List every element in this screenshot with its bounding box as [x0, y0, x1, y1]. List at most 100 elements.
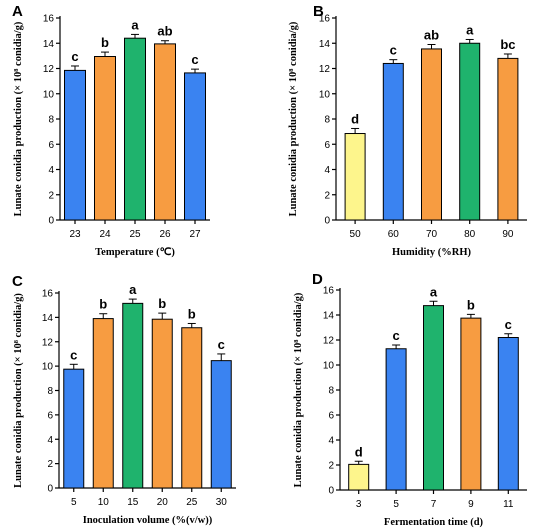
- panel-c: C 0 2 4 6 8 10 12 14 16 c 5 b 10 a 15 b 20 b 25 c 30Inoculati…: [12, 273, 236, 526]
- bar: [497, 57, 519, 221]
- y-tick-label: 12: [42, 337, 54, 348]
- significance-label: a: [131, 17, 139, 32]
- panel-letter: D: [312, 271, 323, 288]
- y-tick-label: 10: [42, 362, 54, 373]
- panel-letter: B: [313, 3, 324, 20]
- x-axis-title: Temperature (℃): [95, 246, 175, 258]
- bar: [497, 337, 519, 491]
- y-tick-label: 10: [43, 89, 55, 100]
- y-tick-label: 14: [323, 311, 335, 322]
- y-tick-label: 14: [319, 39, 331, 50]
- y-tick-label: 16: [323, 286, 335, 297]
- x-tick-label: 20: [157, 497, 169, 508]
- y-axis-title: Lunate conidia production (× 10⁸ conidia…: [13, 21, 24, 216]
- significance-label: c: [392, 328, 399, 343]
- y-tick-label: 16: [43, 14, 55, 25]
- y-tick-label: 6: [48, 140, 54, 151]
- y-tick-label: 10: [319, 89, 331, 100]
- bar: [92, 318, 114, 489]
- bar: [421, 48, 442, 221]
- x-tick-label: 5: [393, 499, 399, 510]
- y-tick-label: 4: [324, 165, 330, 176]
- bar: [94, 56, 116, 221]
- bar: [460, 317, 482, 491]
- significance-label: d: [355, 444, 363, 459]
- significance-label: c: [191, 52, 198, 67]
- bar: [382, 62, 404, 221]
- y-tick-label: 6: [324, 140, 330, 151]
- x-tick-label: 30: [216, 497, 228, 508]
- significance-label: a: [466, 22, 474, 37]
- x-axis-title: Inoculation volume (%(v/w)): [83, 515, 213, 526]
- bar: [124, 37, 146, 221]
- significance-label: a: [129, 282, 137, 297]
- x-tick-label: 10: [98, 497, 110, 508]
- x-tick-label: 7: [431, 499, 437, 510]
- panel-a: A0246810121416c23b24a25ab26c27Temperatur…: [12, 3, 210, 258]
- y-tick-label: 0: [48, 216, 54, 227]
- significance-label: c: [71, 49, 78, 64]
- y-tick-label: 12: [323, 336, 335, 347]
- x-tick-label: 50: [350, 229, 362, 240]
- x-tick-label: 70: [426, 229, 438, 240]
- panel-d: D 0 2 4 6 8 10 12 14 16 d 3 c 5 a 7 b 9 c 11 Fermentation ti…: [293, 271, 527, 528]
- y-tick-label: 6: [328, 411, 334, 422]
- bar: [181, 327, 203, 489]
- significance-label: d: [351, 111, 359, 126]
- panel-b: B 0 2 4 6 8 10 12 14 16 d 50 c 60 ab 70 a 80 bc 90 Humidity …: [288, 3, 527, 258]
- x-axis-title: Humidity (%RH): [392, 247, 472, 258]
- x-tick-label: 23: [69, 229, 81, 240]
- significance-label: b: [101, 35, 109, 50]
- significance-label: ab: [157, 24, 172, 39]
- x-tick-label: 60: [388, 229, 400, 240]
- x-tick-label: 90: [502, 229, 514, 240]
- y-tick-label: 8: [48, 115, 54, 126]
- significance-label: c: [70, 347, 77, 362]
- x-tick-label: 3: [356, 499, 362, 510]
- bar: [344, 133, 366, 221]
- significance-label: b: [467, 297, 475, 312]
- x-tick-label: 26: [159, 229, 171, 240]
- bar: [210, 360, 232, 489]
- y-axis-title: Lunate conidia production (× 10⁸ conidia…: [288, 21, 299, 216]
- y-tick-label: 8: [328, 386, 334, 397]
- y-axis-title: Lunate conidia production (× 10⁸ conidia…: [293, 292, 304, 487]
- y-tick-label: 4: [47, 435, 53, 446]
- panel-letter: A: [12, 3, 23, 20]
- y-tick-label: 4: [328, 436, 334, 447]
- y-tick-label: 8: [324, 115, 330, 126]
- significance-label: c: [505, 317, 512, 332]
- y-tick-label: 16: [319, 14, 331, 25]
- y-tick-label: 2: [324, 190, 330, 201]
- y-tick-label: 4: [48, 165, 54, 176]
- y-tick-label: 0: [47, 484, 53, 495]
- y-tick-label: 16: [42, 289, 54, 300]
- x-tick-label: 15: [127, 497, 139, 508]
- significance-label: c: [218, 337, 225, 352]
- bar: [184, 72, 206, 221]
- significance-label: b: [158, 296, 166, 311]
- y-tick-label: 2: [328, 461, 334, 472]
- y-tick-label: 0: [328, 486, 334, 497]
- x-tick-label: 24: [99, 229, 111, 240]
- x-axis-title: Fermentation time (d): [384, 517, 484, 528]
- bar: [154, 43, 176, 221]
- bar: [348, 463, 370, 491]
- y-tick-label: 6: [47, 410, 53, 421]
- significance-label: c: [390, 43, 397, 58]
- x-tick-label: 5: [71, 497, 77, 508]
- y-tick-label: 12: [43, 64, 55, 75]
- significance-label: ab: [424, 28, 439, 43]
- x-tick-label: 25: [129, 229, 141, 240]
- bar: [385, 348, 407, 491]
- bar: [64, 69, 86, 221]
- x-tick-label: 80: [464, 229, 476, 240]
- y-tick-label: 2: [48, 190, 54, 201]
- significance-label: b: [99, 297, 107, 312]
- y-tick-label: 10: [323, 361, 335, 372]
- bar: [63, 368, 85, 489]
- significance-label: a: [430, 284, 438, 299]
- significance-label: bc: [500, 37, 515, 52]
- panel-letter: C: [12, 273, 23, 290]
